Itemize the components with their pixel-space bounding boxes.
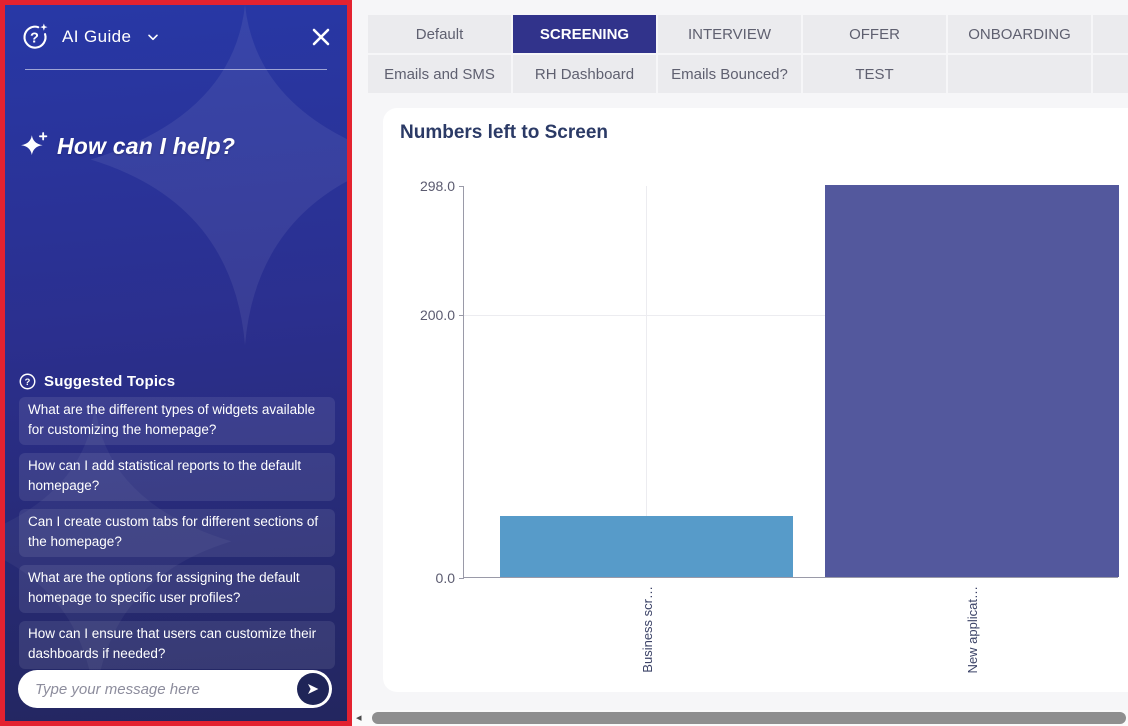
greeting-text: How can I help? <box>57 132 236 159</box>
tab-rh-dashboard[interactable]: RH Dashboard <box>513 55 656 93</box>
horizontal-scrollbar: ◂ <box>352 710 1128 726</box>
y-tick-mark <box>459 186 464 187</box>
suggested-topic[interactable]: Can I create custom tabs for different s… <box>19 509 335 557</box>
chevron-down-icon[interactable] <box>145 29 161 45</box>
tab-emails-bounced[interactable]: Emails Bounced? <box>658 55 801 93</box>
suggested-topics-list: What are the different types of widgets … <box>19 397 335 677</box>
ai-guide-header: ? AI Guide <box>21 21 333 53</box>
y-tick-label: 298.0 <box>419 178 455 194</box>
scrollbar-thumb[interactable] <box>372 712 1126 724</box>
header-divider <box>25 69 327 70</box>
tab-emails-and-sms[interactable]: Emails and SMS <box>368 55 511 93</box>
dashboard-tabs: Default SCREENING INTERVIEW OFFER ONBOAR… <box>368 15 1128 93</box>
y-tick-label: 200.0 <box>419 306 455 323</box>
tab-screening[interactable]: SCREENING <box>513 15 656 53</box>
svg-text:?: ? <box>25 377 31 387</box>
ai-guide-title: AI Guide <box>62 27 132 46</box>
tab-partial[interactable] <box>1093 15 1128 53</box>
greeting: How can I help? <box>20 132 235 160</box>
tab-interview[interactable]: INTERVIEW <box>658 15 801 53</box>
x-axis-label: Business scr… <box>640 586 655 673</box>
tab-onboarding[interactable]: ONBOARDING <box>948 15 1091 53</box>
question-circle-icon: ? <box>19 373 36 390</box>
x-axis-label: New applicat… <box>965 586 980 674</box>
message-input[interactable] <box>18 680 297 698</box>
sparkle-watermark <box>90 5 347 345</box>
v-gridline <box>646 186 647 577</box>
h-gridline <box>464 314 1118 316</box>
message-input-container <box>18 670 332 708</box>
ai-guide-logo-icon: ? <box>23 23 48 49</box>
chart-card: Numbers left to Screen 0.0 200.0 298.0 B… <box>383 108 1128 692</box>
y-tick-label: 0.0 <box>435 570 455 586</box>
tab-offer[interactable]: OFFER <box>803 15 946 53</box>
ai-guide-panel: ? AI Guide How can I help? ? S <box>0 0 352 726</box>
suggested-topic[interactable]: What are the different types of widgets … <box>19 397 335 445</box>
send-arrow-icon <box>308 684 319 694</box>
chart-title: Numbers left to Screen <box>400 122 608 143</box>
suggested-topic[interactable]: How can I ensure that users can customiz… <box>19 621 335 669</box>
tab-empty <box>948 55 1091 93</box>
suggested-topics-header: ? Suggested Topics <box>19 373 175 390</box>
svg-text:?: ? <box>30 30 39 46</box>
main-content: Default SCREENING INTERVIEW OFFER ONBOAR… <box>352 0 1128 726</box>
suggested-topic[interactable]: How can I add statistical reports to the… <box>19 453 335 501</box>
bar <box>825 185 1119 577</box>
suggested-topic[interactable]: What are the options for assigning the d… <box>19 565 335 613</box>
suggested-topics-title: Suggested Topics <box>44 373 176 390</box>
bar-chart-plot: 0.0 200.0 298.0 Business scr… New applic… <box>420 178 1119 673</box>
close-icon[interactable] <box>309 25 333 49</box>
bar <box>500 516 793 577</box>
scroll-left-arrow[interactable]: ◂ <box>356 712 362 724</box>
send-button[interactable] <box>297 673 329 705</box>
sparkle-icon <box>21 132 48 156</box>
tab-test[interactable]: TEST <box>803 55 946 93</box>
tab-empty-partial <box>1093 55 1128 93</box>
tab-default[interactable]: Default <box>368 15 511 53</box>
y-tick-mark <box>459 314 464 316</box>
y-tick-mark <box>459 578 464 579</box>
